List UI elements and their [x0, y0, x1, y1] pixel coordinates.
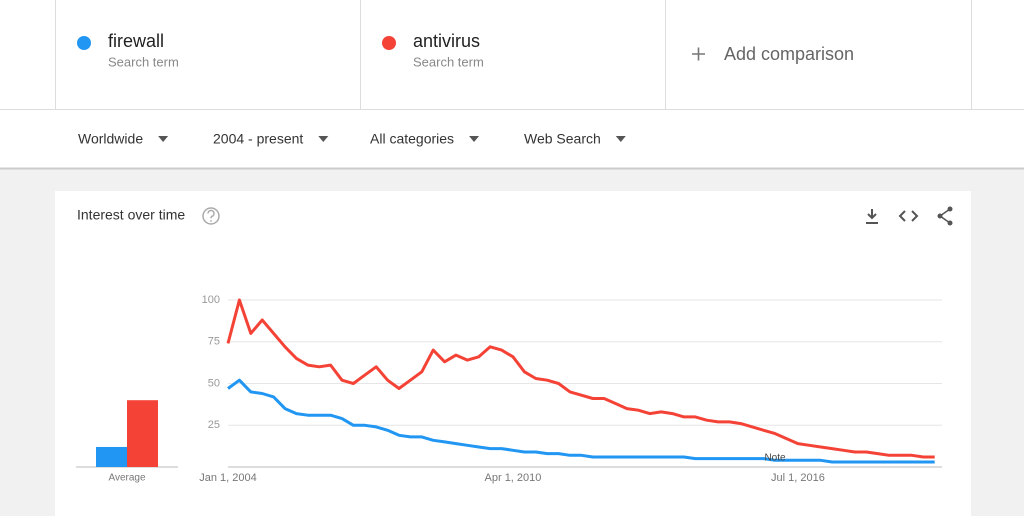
average-label: Average	[108, 473, 146, 484]
add-comparison-button[interactable]: Add comparison	[692, 44, 854, 64]
help-icon[interactable]	[202, 207, 220, 225]
download-icon[interactable]	[866, 209, 878, 224]
filter-dropdown[interactable]: Worldwide	[78, 131, 143, 147]
dropdown-arrow	[615, 136, 626, 142]
term-name[interactable]: firewall	[108, 31, 164, 51]
y-tick-label: 25	[208, 419, 220, 431]
dropdown-arrow	[318, 136, 329, 142]
average-bar	[96, 446, 127, 467]
card	[55, 191, 971, 516]
plus-icon	[692, 47, 705, 61]
dropdown-arrow	[469, 136, 480, 142]
term-subtitle: Search term	[413, 54, 484, 69]
filter-bar	[0, 110, 1024, 168]
share-icon[interactable]	[937, 206, 953, 226]
card-title: Interest over time	[77, 207, 185, 223]
add-comparison[interactable]: Add comparison	[724, 44, 854, 64]
note[interactable]: Note	[764, 453, 786, 464]
x-tick-label: Jan 1, 2004	[199, 472, 257, 484]
filter-dropdown[interactable]: All categories	[370, 131, 454, 147]
x-tick-label: Apr 1, 2010	[485, 472, 542, 484]
y-tick-label: 75	[208, 336, 220, 348]
series-line	[227, 378, 935, 464]
term-subtitle: Search term	[108, 54, 179, 69]
y-tick-label: 50	[208, 377, 220, 389]
dropdown-arrow	[158, 136, 169, 142]
filter-dropdown[interactable]: Web Search	[524, 131, 601, 147]
x-tick-label: Jul 1, 2016	[771, 472, 825, 484]
average-bar	[127, 400, 158, 467]
term-dot	[382, 36, 396, 50]
series-line	[226, 298, 935, 459]
embed-icon[interactable]	[898, 210, 919, 222]
term-dot	[77, 36, 91, 50]
term-name[interactable]: antivirus	[413, 31, 480, 51]
y-tick-label: 100	[202, 294, 220, 306]
filter-dropdown[interactable]: 2004 - present	[213, 131, 303, 147]
header	[0, 0, 1024, 109]
